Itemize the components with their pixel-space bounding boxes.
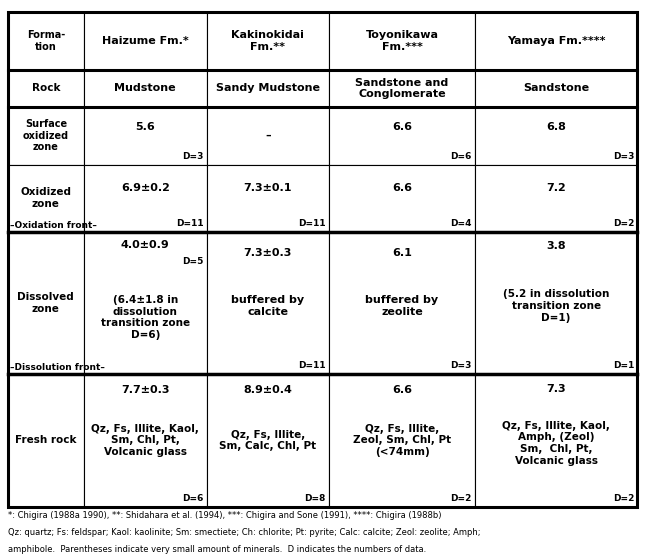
Text: D=6: D=6 — [450, 152, 471, 161]
Bar — [206, 374, 329, 507]
Text: 4.0±0.9: 4.0±0.9 — [121, 240, 170, 250]
Bar — [84, 232, 206, 374]
Text: Kakinokidai
Fm.**: Kakinokidai Fm.** — [232, 30, 304, 52]
Bar — [206, 12, 329, 70]
Text: 6.8: 6.8 — [546, 122, 566, 132]
Bar — [329, 107, 475, 165]
Bar — [475, 12, 637, 70]
Text: –Dissolution front–: –Dissolution front– — [10, 363, 105, 372]
Text: –Oxidation front–: –Oxidation front– — [10, 221, 97, 230]
Bar — [84, 107, 206, 165]
Text: Qz, Fs, Illite,
Sm, Calc, Chl, Pt: Qz, Fs, Illite, Sm, Calc, Chl, Pt — [219, 430, 317, 451]
Text: amphibole.  Parentheses indicate very small amount of minerals.  D indicates the: amphibole. Parentheses indicate very sma… — [8, 545, 426, 554]
Text: D=8: D=8 — [304, 494, 326, 503]
Bar — [8, 374, 84, 507]
Text: Toyonikawa
Fm.***: Toyonikawa Fm.*** — [366, 30, 439, 52]
Text: Oxidized
zone: Oxidized zone — [21, 187, 72, 209]
Bar — [475, 70, 637, 107]
Bar — [8, 165, 84, 232]
Text: D=1: D=1 — [613, 362, 634, 371]
Bar — [329, 374, 475, 507]
Text: (6.4±1.8 in
dissolution
transition zone
D=6): (6.4±1.8 in dissolution transition zone … — [101, 295, 190, 340]
Text: D=2: D=2 — [613, 219, 634, 228]
Bar — [84, 165, 206, 232]
Bar — [206, 70, 329, 107]
Text: 5.6: 5.6 — [135, 122, 155, 132]
Bar — [84, 374, 206, 507]
Bar — [329, 165, 475, 232]
Text: Forma-
tion: Forma- tion — [26, 30, 65, 52]
Text: D=6: D=6 — [182, 494, 203, 503]
Text: 7.2: 7.2 — [546, 183, 566, 193]
Bar — [329, 12, 475, 70]
Text: D=11: D=11 — [298, 219, 326, 228]
Text: Dissolved
zone: Dissolved zone — [17, 292, 74, 314]
Text: D=4: D=4 — [450, 219, 471, 228]
Bar — [8, 70, 84, 107]
Text: Qz: quartz; Fs: feldspar; Kaol: kaolinite; Sm: smectiete; Ch: chlorite; Pt: pyri: Qz: quartz; Fs: feldspar; Kaol: kaolinit… — [8, 528, 481, 537]
Text: Surface
oxidized
zone: Surface oxidized zone — [23, 119, 69, 152]
Bar — [206, 107, 329, 165]
Text: D=2: D=2 — [613, 494, 634, 503]
Text: D=3: D=3 — [613, 152, 634, 161]
Text: D=5: D=5 — [182, 257, 203, 266]
Text: D=11: D=11 — [298, 362, 326, 371]
Bar — [475, 107, 637, 165]
Text: Sandy Mudstone: Sandy Mudstone — [216, 84, 320, 93]
Text: *: Chigira (1988a 1990), **: Shidahara et al. (1994), ***: Chigira and Sone (199: *: Chigira (1988a 1990), **: Shidahara e… — [8, 511, 441, 520]
Text: buffered by
calcite: buffered by calcite — [232, 295, 304, 317]
Bar — [329, 70, 475, 107]
Bar — [8, 12, 84, 70]
Bar — [84, 12, 206, 70]
Text: D=11: D=11 — [175, 219, 203, 228]
Text: Yamaya Fm.****: Yamaya Fm.**** — [507, 36, 606, 46]
Bar — [206, 165, 329, 232]
Bar — [8, 232, 84, 374]
Text: 6.9±0.2: 6.9±0.2 — [121, 183, 170, 193]
Text: 7.7±0.3: 7.7±0.3 — [121, 385, 170, 395]
Text: (5.2 in dissolution
transition zone
D=1): (5.2 in dissolution transition zone D=1) — [503, 290, 610, 323]
Bar — [329, 232, 475, 374]
Bar — [475, 374, 637, 507]
Text: –: – — [265, 131, 271, 141]
Text: 6.6: 6.6 — [392, 385, 412, 395]
Text: Qz, Fs, Illite, Kaol,
Sm, Chl, Pt,
Volcanic glass: Qz, Fs, Illite, Kaol, Sm, Chl, Pt, Volca… — [92, 424, 199, 457]
Bar — [8, 12, 637, 507]
Bar — [206, 232, 329, 374]
Text: D=2: D=2 — [450, 494, 471, 503]
Text: 7.3: 7.3 — [546, 384, 566, 394]
Text: Sandstone and
Conglomerate: Sandstone and Conglomerate — [355, 78, 449, 99]
Text: Haizume Fm.*: Haizume Fm.* — [102, 36, 188, 46]
Text: 6.1: 6.1 — [392, 248, 412, 258]
Text: Fresh rock: Fresh rock — [15, 435, 77, 445]
Text: 6.6: 6.6 — [392, 122, 412, 132]
Text: 6.6: 6.6 — [392, 183, 412, 193]
Bar — [8, 107, 84, 165]
Text: Mudstone: Mudstone — [114, 84, 176, 93]
Text: 7.3±0.3: 7.3±0.3 — [244, 248, 292, 258]
Text: 3.8: 3.8 — [546, 241, 566, 251]
Text: D=3: D=3 — [182, 152, 203, 161]
Bar — [84, 70, 206, 107]
Text: buffered by
zeolite: buffered by zeolite — [366, 295, 439, 317]
Text: 8.9±0.4: 8.9±0.4 — [243, 385, 292, 395]
Text: 7.3±0.1: 7.3±0.1 — [244, 183, 292, 193]
Bar — [475, 232, 637, 374]
Bar — [475, 165, 637, 232]
Text: Rock: Rock — [32, 84, 60, 93]
Text: Qz, Fs, Illite, Kaol,
Amph, (Zeol)
Sm,  Chl, Pt,
Volcanic glass: Qz, Fs, Illite, Kaol, Amph, (Zeol) Sm, C… — [502, 421, 610, 465]
Text: D=3: D=3 — [450, 362, 471, 371]
Text: Sandstone: Sandstone — [523, 84, 589, 93]
Text: Qz, Fs, Illite,
Zeol, Sm, Chl, Pt
(<74mm): Qz, Fs, Illite, Zeol, Sm, Chl, Pt (<74mm… — [353, 424, 451, 457]
